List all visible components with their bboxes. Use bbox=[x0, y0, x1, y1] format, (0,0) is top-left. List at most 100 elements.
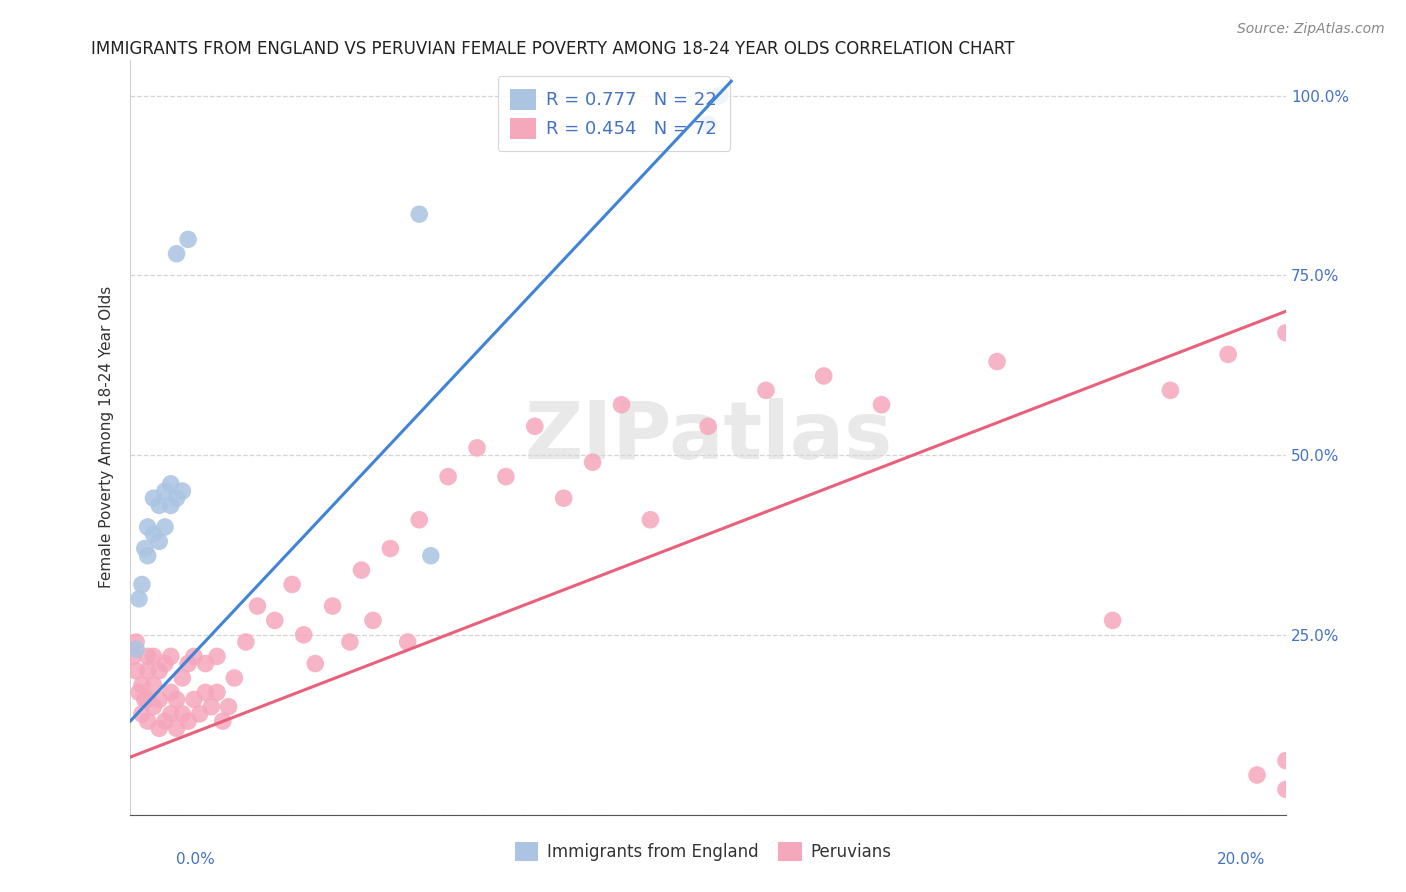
Point bbox=[128, 685, 150, 699]
Point bbox=[159, 685, 181, 699]
Point bbox=[697, 117, 720, 131]
Point bbox=[188, 706, 211, 721]
Point bbox=[131, 577, 153, 591]
Point bbox=[142, 527, 165, 541]
Point bbox=[183, 649, 205, 664]
Point bbox=[177, 232, 200, 246]
Point bbox=[159, 499, 181, 513]
Point bbox=[125, 635, 148, 649]
Point bbox=[142, 491, 165, 506]
Point bbox=[172, 671, 194, 685]
Point bbox=[131, 706, 153, 721]
Point bbox=[122, 649, 145, 664]
Point bbox=[755, 384, 778, 398]
Point bbox=[1275, 782, 1298, 797]
Point bbox=[136, 714, 159, 728]
Point bbox=[128, 591, 150, 606]
Point bbox=[465, 441, 488, 455]
Point bbox=[986, 354, 1008, 368]
Point bbox=[159, 649, 181, 664]
Point bbox=[581, 455, 603, 469]
Point bbox=[125, 664, 148, 678]
Point bbox=[304, 657, 326, 671]
Point bbox=[218, 699, 240, 714]
Point bbox=[153, 483, 176, 498]
Point bbox=[136, 692, 159, 706]
Point bbox=[142, 678, 165, 692]
Point bbox=[142, 699, 165, 714]
Text: Source: ZipAtlas.com: Source: ZipAtlas.com bbox=[1237, 22, 1385, 37]
Point bbox=[281, 577, 304, 591]
Text: 0.0%: 0.0% bbox=[176, 852, 215, 867]
Point bbox=[131, 678, 153, 692]
Point bbox=[166, 692, 188, 706]
Point bbox=[194, 657, 217, 671]
Point bbox=[1218, 347, 1240, 361]
Point bbox=[437, 469, 460, 483]
Point bbox=[183, 692, 205, 706]
Point bbox=[148, 499, 170, 513]
Point bbox=[1275, 754, 1298, 768]
Point bbox=[640, 513, 662, 527]
Legend: Immigrants from England, Peruvians: Immigrants from England, Peruvians bbox=[509, 835, 897, 868]
Point bbox=[553, 491, 575, 506]
Point bbox=[159, 706, 181, 721]
Point bbox=[172, 706, 194, 721]
Point bbox=[136, 664, 159, 678]
Y-axis label: Female Poverty Among 18-24 Year Olds: Female Poverty Among 18-24 Year Olds bbox=[100, 286, 114, 588]
Point bbox=[396, 635, 419, 649]
Point bbox=[235, 635, 257, 649]
Point bbox=[166, 246, 188, 260]
Point bbox=[350, 563, 373, 577]
Point bbox=[380, 541, 402, 556]
Point bbox=[136, 520, 159, 534]
Point bbox=[870, 398, 893, 412]
Point bbox=[292, 628, 315, 642]
Point bbox=[136, 649, 159, 664]
Point bbox=[1101, 614, 1123, 628]
Point bbox=[159, 476, 181, 491]
Text: IMMIGRANTS FROM ENGLAND VS PERUVIAN FEMALE POVERTY AMONG 18-24 YEAR OLDS CORRELA: IMMIGRANTS FROM ENGLAND VS PERUVIAN FEMA… bbox=[91, 40, 1015, 58]
Point bbox=[1246, 768, 1268, 782]
Point bbox=[419, 549, 441, 563]
Point bbox=[136, 549, 159, 563]
Point bbox=[166, 491, 188, 506]
Point bbox=[166, 721, 188, 735]
Point bbox=[134, 541, 156, 556]
Point bbox=[205, 649, 228, 664]
Point bbox=[408, 207, 430, 221]
Point bbox=[263, 614, 285, 628]
Point bbox=[408, 513, 430, 527]
Point bbox=[339, 635, 361, 649]
Point bbox=[148, 534, 170, 549]
Point bbox=[523, 419, 546, 434]
Point bbox=[125, 642, 148, 657]
Point bbox=[177, 714, 200, 728]
Point bbox=[697, 419, 720, 434]
Point bbox=[148, 692, 170, 706]
Point bbox=[495, 469, 517, 483]
Point bbox=[224, 671, 246, 685]
Point bbox=[134, 692, 156, 706]
Point bbox=[148, 721, 170, 735]
Point bbox=[610, 398, 633, 412]
Point bbox=[322, 599, 344, 613]
Text: 20.0%: 20.0% bbox=[1218, 852, 1265, 867]
Point bbox=[205, 685, 228, 699]
Point bbox=[148, 664, 170, 678]
Point bbox=[142, 649, 165, 664]
Point bbox=[177, 657, 200, 671]
Text: ZIPatlas: ZIPatlas bbox=[524, 398, 893, 476]
Point bbox=[194, 685, 217, 699]
Point bbox=[246, 599, 269, 613]
Legend: R = 0.777   N = 22, R = 0.454   N = 72: R = 0.777 N = 22, R = 0.454 N = 72 bbox=[498, 76, 730, 152]
Point bbox=[211, 714, 233, 728]
Point bbox=[153, 714, 176, 728]
Point bbox=[153, 657, 176, 671]
Point bbox=[709, 88, 731, 103]
Point bbox=[1275, 326, 1298, 340]
Point bbox=[200, 699, 222, 714]
Point bbox=[153, 520, 176, 534]
Point bbox=[1159, 384, 1181, 398]
Point bbox=[172, 483, 194, 498]
